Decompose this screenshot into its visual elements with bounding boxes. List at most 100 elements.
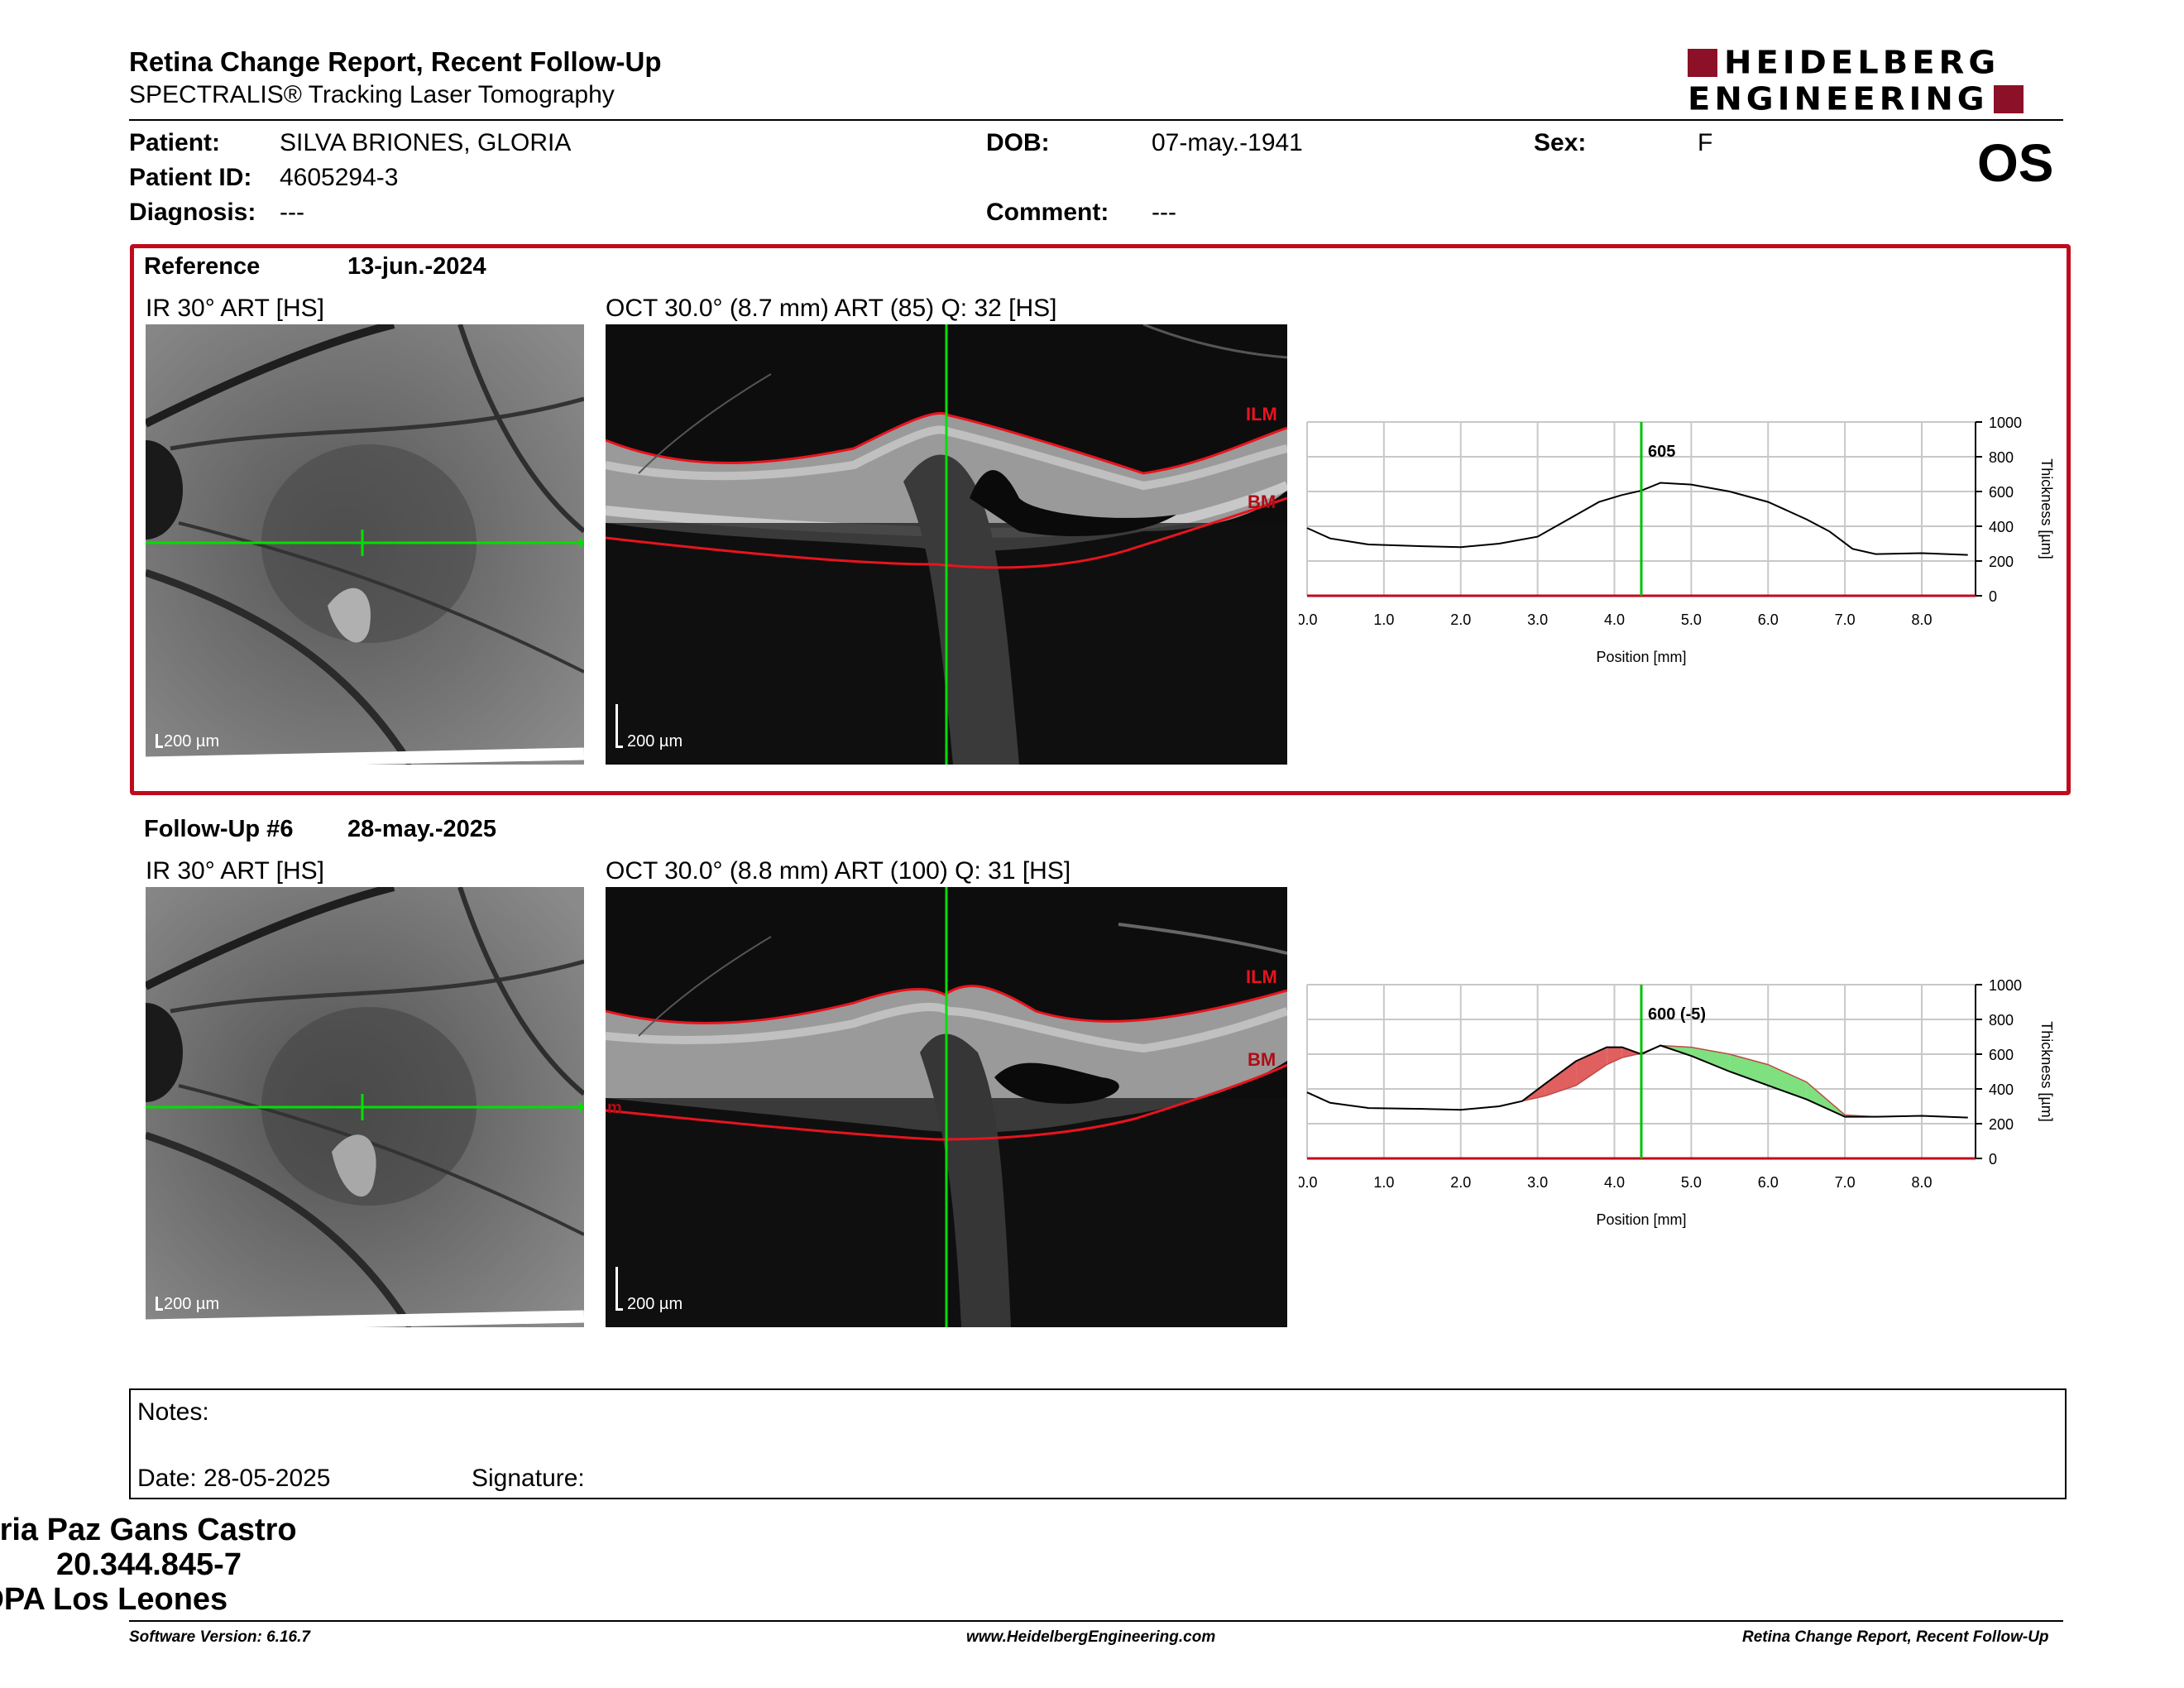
logo-square-icon	[1993, 85, 2024, 113]
report-title: Retina Change Report, Recent Follow-Up	[129, 46, 662, 77]
marker-value-label: 600 (-5)	[1648, 1005, 1706, 1024]
patient-name: SILVA BRIONES, GLORIA	[280, 129, 572, 156]
followup-oct-image: ILM BM m 200 µm	[606, 887, 1287, 1327]
scale-bar-icon	[615, 704, 623, 748]
patient-id: 4605294-3	[280, 164, 399, 191]
patient-label: Patient:	[129, 129, 221, 156]
footer-report-name: Retina Change Report, Recent Follow-Up	[1742, 1628, 2049, 1646]
x-axis-label: Position [mm]	[1596, 649, 1686, 665]
x-tick-label: 2.0	[1450, 1174, 1471, 1191]
reference-bm-label: BM	[1248, 492, 1276, 512]
date-label: Date: 28-05-2025	[137, 1465, 331, 1492]
marker-value-label: 605	[1648, 443, 1675, 461]
x-tick-label: 0.0	[1299, 611, 1318, 628]
scale-bar-icon	[156, 734, 163, 748]
comment-value: ---	[1152, 199, 1176, 226]
patient-id-label: Patient ID:	[129, 164, 252, 191]
notes-box: Notes: Date: 28-05-2025 Signature:	[129, 1388, 2067, 1499]
website-link[interactable]: www.HeidelbergEngineering.com	[966, 1628, 1216, 1646]
thickness-increase-area	[1545, 1061, 1577, 1096]
y-tick-label: 600	[1989, 1047, 2014, 1063]
reference-oct-label: OCT 30.0° (8.7 mm) ART (85) Q: 32 [HS]	[606, 295, 1057, 322]
followup-bm-label: BM	[1248, 1049, 1276, 1070]
dob-value: 07-may.-1941	[1152, 129, 1303, 156]
heidelberg-logo: HEIDELBERG ENGINEERING	[1688, 45, 2064, 117]
sex-value: F	[1698, 129, 1713, 156]
reference-oct-graphic	[606, 324, 1287, 765]
x-tick-label: 4.0	[1604, 611, 1625, 628]
x-tick-label: 1.0	[1373, 1174, 1394, 1191]
reference-ilm-label: ILM	[1246, 404, 1277, 424]
x-tick-label: 4.0	[1604, 1174, 1625, 1191]
x-tick-label: 6.0	[1758, 1174, 1779, 1191]
y-axis-label: Thickness [µm]	[2038, 458, 2055, 559]
y-tick-label: 800	[1989, 449, 2014, 466]
signer-rut: 20.344.845-7	[56, 1547, 242, 1582]
thickness-decrease-area	[1729, 1054, 1769, 1086]
footer-divider	[129, 1620, 2063, 1622]
report-subtitle: SPECTRALIS® Tracking Laser Tomography	[129, 81, 615, 108]
reference-oct-scale: 200 µm	[615, 704, 682, 751]
reference-fundus-graphic	[146, 324, 584, 765]
signer-name: TM Maria Paz Gans Castro	[0, 1513, 297, 1547]
thickness-decrease-area	[1768, 1064, 1807, 1100]
sex-label: Sex:	[1534, 129, 1587, 156]
followup-ir-scale: 200 µm	[156, 1295, 219, 1314]
x-tick-label: 8.0	[1911, 1174, 1932, 1191]
y-tick-label: 200	[1989, 1116, 2014, 1133]
reference-oct-image: ILM BM 200 µm	[606, 324, 1287, 765]
dob-label: DOB:	[986, 129, 1050, 156]
y-tick-label: 400	[1989, 1081, 2014, 1098]
signature-label: Signature:	[472, 1465, 585, 1492]
followup-fundus-graphic	[146, 887, 584, 1327]
x-tick-label: 2.0	[1450, 611, 1471, 628]
thickness-series-line	[1306, 1044, 1968, 1119]
x-tick-label: 7.0	[1835, 1174, 1856, 1191]
y-tick-label: 400	[1989, 519, 2014, 535]
followup-thickness-chart: 0.0 1.0 2.0 3.0 4.0 5.0 6.0 7.0 8.0 0 200 400 600 800…	[1299, 977, 2055, 1228]
followup-bm-left-label: m	[607, 1099, 622, 1117]
x-tick-label: 8.0	[1911, 611, 1932, 628]
thickness-increase-area	[1607, 1047, 1622, 1065]
reference-label: Reference	[144, 253, 261, 280]
x-tick-label: 7.0	[1835, 611, 1856, 628]
diagnosis-value: ---	[280, 199, 304, 226]
y-axis-label: Thickness [µm]	[2038, 1021, 2055, 1121]
followup-ir-image: 200 µm	[146, 887, 584, 1327]
signer-institution: IOPA Los Leones	[0, 1582, 228, 1617]
x-tick-label: 5.0	[1681, 1174, 1702, 1191]
reference-ir-label: IR 30° ART [HS]	[146, 295, 324, 322]
followup-date: 28-may.-2025	[347, 816, 497, 842]
x-axis-label: Position [mm]	[1596, 1211, 1686, 1228]
y-tick-label: 200	[1989, 554, 2014, 570]
x-tick-label: 6.0	[1758, 611, 1779, 628]
reference-date: 13-jun.-2024	[347, 253, 486, 280]
x-tick-label: 3.0	[1527, 611, 1548, 628]
thickness-decrease-area	[1691, 1047, 1730, 1072]
followup-oct-graphic	[606, 887, 1287, 1327]
y-tick-label: 600	[1989, 484, 2014, 501]
scale-bar-icon	[615, 1267, 623, 1311]
x-tick-label: 5.0	[1681, 611, 1702, 628]
y-tick-label: 0	[1989, 1151, 1997, 1168]
notes-label: Notes:	[137, 1398, 209, 1426]
thickness-increase-area	[1576, 1047, 1607, 1086]
logo-line2: ENGINEERING	[1688, 81, 1989, 117]
x-tick-label: 1.0	[1373, 611, 1394, 628]
thickness-series-line	[1306, 482, 1968, 556]
followup-ilm-label: ILM	[1246, 966, 1277, 987]
reference-thickness-chart: 0.0 1.0 2.0 3.0 4.0 5.0 6.0 7.0 8.0 0 200 400 600 800…	[1299, 415, 2055, 665]
y-tick-label: 0	[1989, 588, 1997, 605]
scale-bar-icon	[156, 1297, 163, 1311]
comment-label: Comment:	[986, 199, 1109, 226]
followup-label: Follow-Up #6	[144, 816, 294, 842]
followup-oct-label: OCT 30.0° (8.8 mm) ART (100) Q: 31 [HS]	[606, 857, 1071, 885]
x-tick-label: 0.0	[1299, 1174, 1318, 1191]
eye-indicator: OS	[1977, 133, 2054, 193]
header-divider	[129, 119, 2063, 121]
logo-line1: HEIDELBERG	[1724, 45, 2000, 81]
reference-series-line	[1306, 1044, 1968, 1119]
logo-square-icon	[1688, 49, 1717, 77]
diagnosis-label: Diagnosis:	[129, 199, 256, 226]
y-tick-label: 800	[1989, 1012, 2014, 1029]
